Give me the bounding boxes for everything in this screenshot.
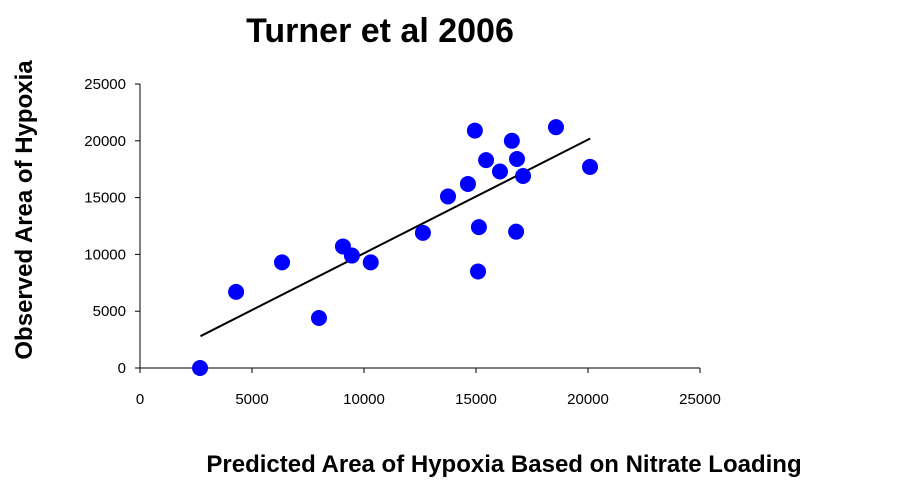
point xyxy=(508,223,525,240)
y-tick-label: 20000 xyxy=(84,133,126,150)
y-tick-label: 15000 xyxy=(84,190,126,207)
point xyxy=(582,158,599,175)
x-tick-label: 15000 xyxy=(455,391,497,408)
point xyxy=(440,188,456,205)
point xyxy=(362,254,379,271)
x-tick-label: 10000 xyxy=(343,391,385,408)
x-tick-label: 0 xyxy=(136,391,144,408)
point xyxy=(414,224,431,241)
y-tick-label: 25000 xyxy=(84,76,126,93)
point xyxy=(515,168,532,185)
point xyxy=(547,119,564,136)
x-tick-label: 5000 xyxy=(235,391,268,408)
y-axis-label: Observed Area of Hypoxia xyxy=(11,60,38,360)
x-tick-label: 25000 xyxy=(679,391,721,408)
point xyxy=(310,310,327,327)
point xyxy=(466,122,483,139)
point xyxy=(503,132,520,149)
point xyxy=(508,150,525,167)
x-axis-label: Predicted Area of Hypoxia Based on Nitra… xyxy=(206,451,801,478)
point xyxy=(491,163,508,180)
trend-line xyxy=(200,137,591,338)
y-tick-label: 0 xyxy=(118,360,126,377)
point xyxy=(478,152,495,169)
point xyxy=(459,175,476,192)
y-tick-label: 5000 xyxy=(93,303,126,320)
point xyxy=(343,247,360,264)
point xyxy=(274,254,291,271)
point xyxy=(470,263,487,280)
chart-title: Turner et al 2006 xyxy=(246,12,514,50)
y-tick-label: 10000 xyxy=(84,246,126,263)
x-tick-label: 20000 xyxy=(567,391,609,408)
point xyxy=(228,283,245,300)
point xyxy=(192,360,209,376)
point xyxy=(470,219,487,236)
